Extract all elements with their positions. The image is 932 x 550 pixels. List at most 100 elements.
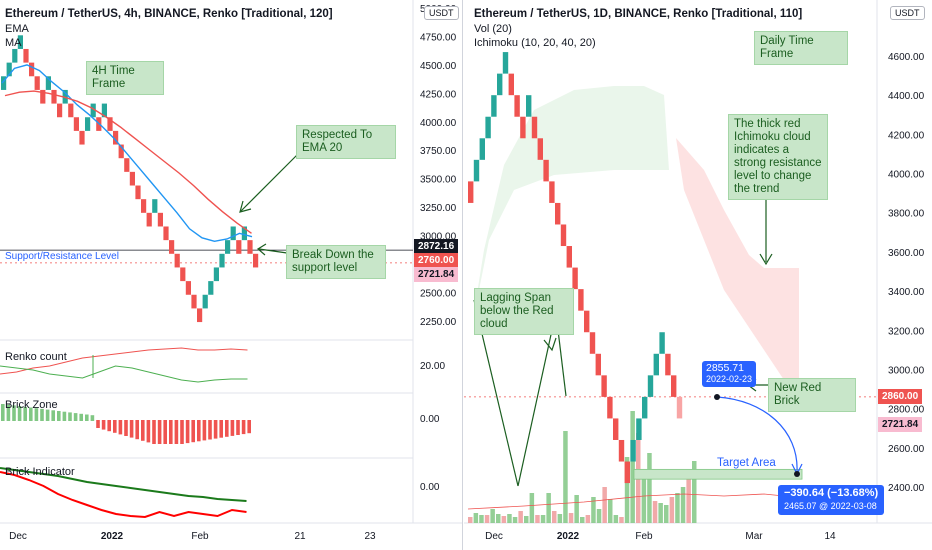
renko-brick [213, 267, 219, 282]
measure-box[interactable]: −390.64 (−13.68%) 2465.07 @ 2022-03-08 [778, 485, 885, 515]
volume-bar [501, 516, 507, 523]
currency-badge[interactable]: USDT [424, 6, 459, 20]
volume-ma-line [467, 493, 795, 510]
renko-brick [152, 199, 158, 213]
renko-brick [17, 35, 23, 49]
brick-zone-bar [23, 406, 27, 421]
renko-brick [479, 138, 485, 160]
renko-brick [526, 95, 532, 117]
x-tick-label: Dec [9, 531, 27, 542]
y-tick-label: 3600.00 [888, 248, 925, 259]
volume-bar [680, 487, 686, 523]
renko-brick [90, 103, 96, 118]
brick-zone-bar [79, 413, 83, 421]
brick-zone-bar [107, 420, 111, 432]
renko-brick [618, 439, 625, 462]
callout-date: 2022-02-23 [706, 374, 753, 384]
renko-brick [508, 73, 514, 96]
brick-zone-bar [96, 420, 100, 428]
ema-indicator-label[interactable]: EMA [5, 23, 29, 35]
renko-brick [12, 48, 18, 63]
brick-zone-bar [185, 420, 190, 444]
renko-brick [584, 310, 590, 333]
ma-indicator-label[interactable]: MA [5, 37, 22, 49]
renko-brick [45, 76, 51, 90]
renko-brick [537, 138, 543, 160]
renko-brick [676, 396, 683, 419]
volume-bar [630, 411, 635, 523]
note-lagging-span: Lagging Span below the Red cloud [474, 288, 574, 335]
renko-brick [613, 418, 619, 440]
chart-4h-canvas[interactable]: 5000.004750.004500.004250.004000.003750.… [0, 0, 463, 550]
renko-brick [85, 117, 91, 131]
volume-bar [518, 511, 523, 523]
volume-bar [490, 509, 495, 523]
renko-brick [113, 130, 119, 145]
arrowhead-ema [239, 200, 252, 213]
brick-zone-bar [152, 420, 156, 444]
ichimoku-green-cloud [476, 86, 669, 300]
renko-brick [642, 396, 648, 419]
support-level-label: Support/Resistance Level [5, 251, 119, 262]
renko-brick [595, 353, 601, 376]
price-callout[interactable]: 2855.71 2022-02-23 [702, 361, 757, 387]
volume-bar [647, 453, 652, 523]
brick-indicator-label[interactable]: Brick Indicator [5, 466, 75, 478]
brick-zone-bar [163, 420, 167, 444]
note-breakdown: Break Down the support level [286, 245, 386, 279]
chart-4h-panel[interactable]: 5000.004750.004500.004250.004000.003750.… [0, 0, 463, 550]
x-tick-label: 23 [364, 531, 376, 542]
brick-zone-bar [17, 406, 22, 421]
renko-brick [73, 117, 79, 131]
y-tick-label: 2400.00 [888, 483, 925, 494]
brick-zone-bar [157, 420, 162, 444]
x-tick-label: Feb [191, 531, 209, 542]
chart-1d-panel[interactable]: 4600.00 4400.00 4200.00 4000.00 3800.00 3600.… [464, 0, 932, 550]
vol-indicator-label[interactable]: Vol (20) [474, 23, 512, 35]
brick-zone-bar [1, 404, 5, 421]
chart-1d-canvas[interactable]: 4600.00 4400.00 4200.00 4000.00 3800.00 3600.… [464, 0, 932, 550]
arrowhead-cloud [759, 253, 773, 266]
renko-brick [129, 171, 135, 186]
measure-curve [716, 396, 798, 473]
y-tick-label: 4200.00 [888, 130, 925, 141]
renko-count-red-line [0, 347, 248, 375]
y-tick-label: 3000.00 [888, 365, 925, 376]
renko-brick [659, 332, 665, 354]
renko-brick [497, 73, 503, 96]
volume-bar [608, 499, 613, 523]
renko-brick [247, 240, 253, 254]
y-tick-label: 4500.00 [420, 61, 457, 72]
volume-bar [675, 493, 680, 523]
renko-brick [241, 226, 247, 241]
y-tick-label: 3400.00 [888, 287, 925, 298]
renko-count-label[interactable]: Renko count [5, 351, 67, 363]
brick-zone-bar [225, 420, 229, 437]
volume-bar [658, 503, 663, 523]
brick-zone-bar [118, 420, 123, 435]
arrow-breakdown [258, 248, 288, 254]
volume-bar [624, 457, 630, 523]
brick-zone-bar [40, 408, 44, 421]
renko-brick [124, 158, 130, 172]
brick-zone-label[interactable]: Brick Zone [5, 399, 58, 411]
ichimoku-indicator-label[interactable]: Ichimoku (10, 20, 40, 20) [474, 37, 596, 49]
note-4h-timeframe: 4H Time Frame [86, 61, 164, 95]
renko-brick [135, 185, 141, 200]
brick-zone-bar [208, 420, 212, 440]
volume-bar [641, 477, 647, 523]
measure-detail: 2465.07 @ 2022-03-08 [784, 501, 877, 511]
arrow-lagging-cloud [557, 329, 567, 397]
ma-line [4, 90, 252, 234]
renko-brick [174, 253, 180, 268]
volume-bar [686, 475, 691, 523]
price-tag-pink-1d: 2721.84 [878, 417, 923, 432]
renko-brick [6, 62, 12, 77]
volume-bar [580, 517, 585, 523]
renko-brick [180, 267, 186, 282]
renko-brick [491, 95, 497, 117]
currency-badge-1d[interactable]: USDT [890, 6, 925, 20]
brick-zone-bar [135, 420, 139, 440]
renko-brick [578, 289, 584, 311]
volume-bar [529, 493, 535, 523]
